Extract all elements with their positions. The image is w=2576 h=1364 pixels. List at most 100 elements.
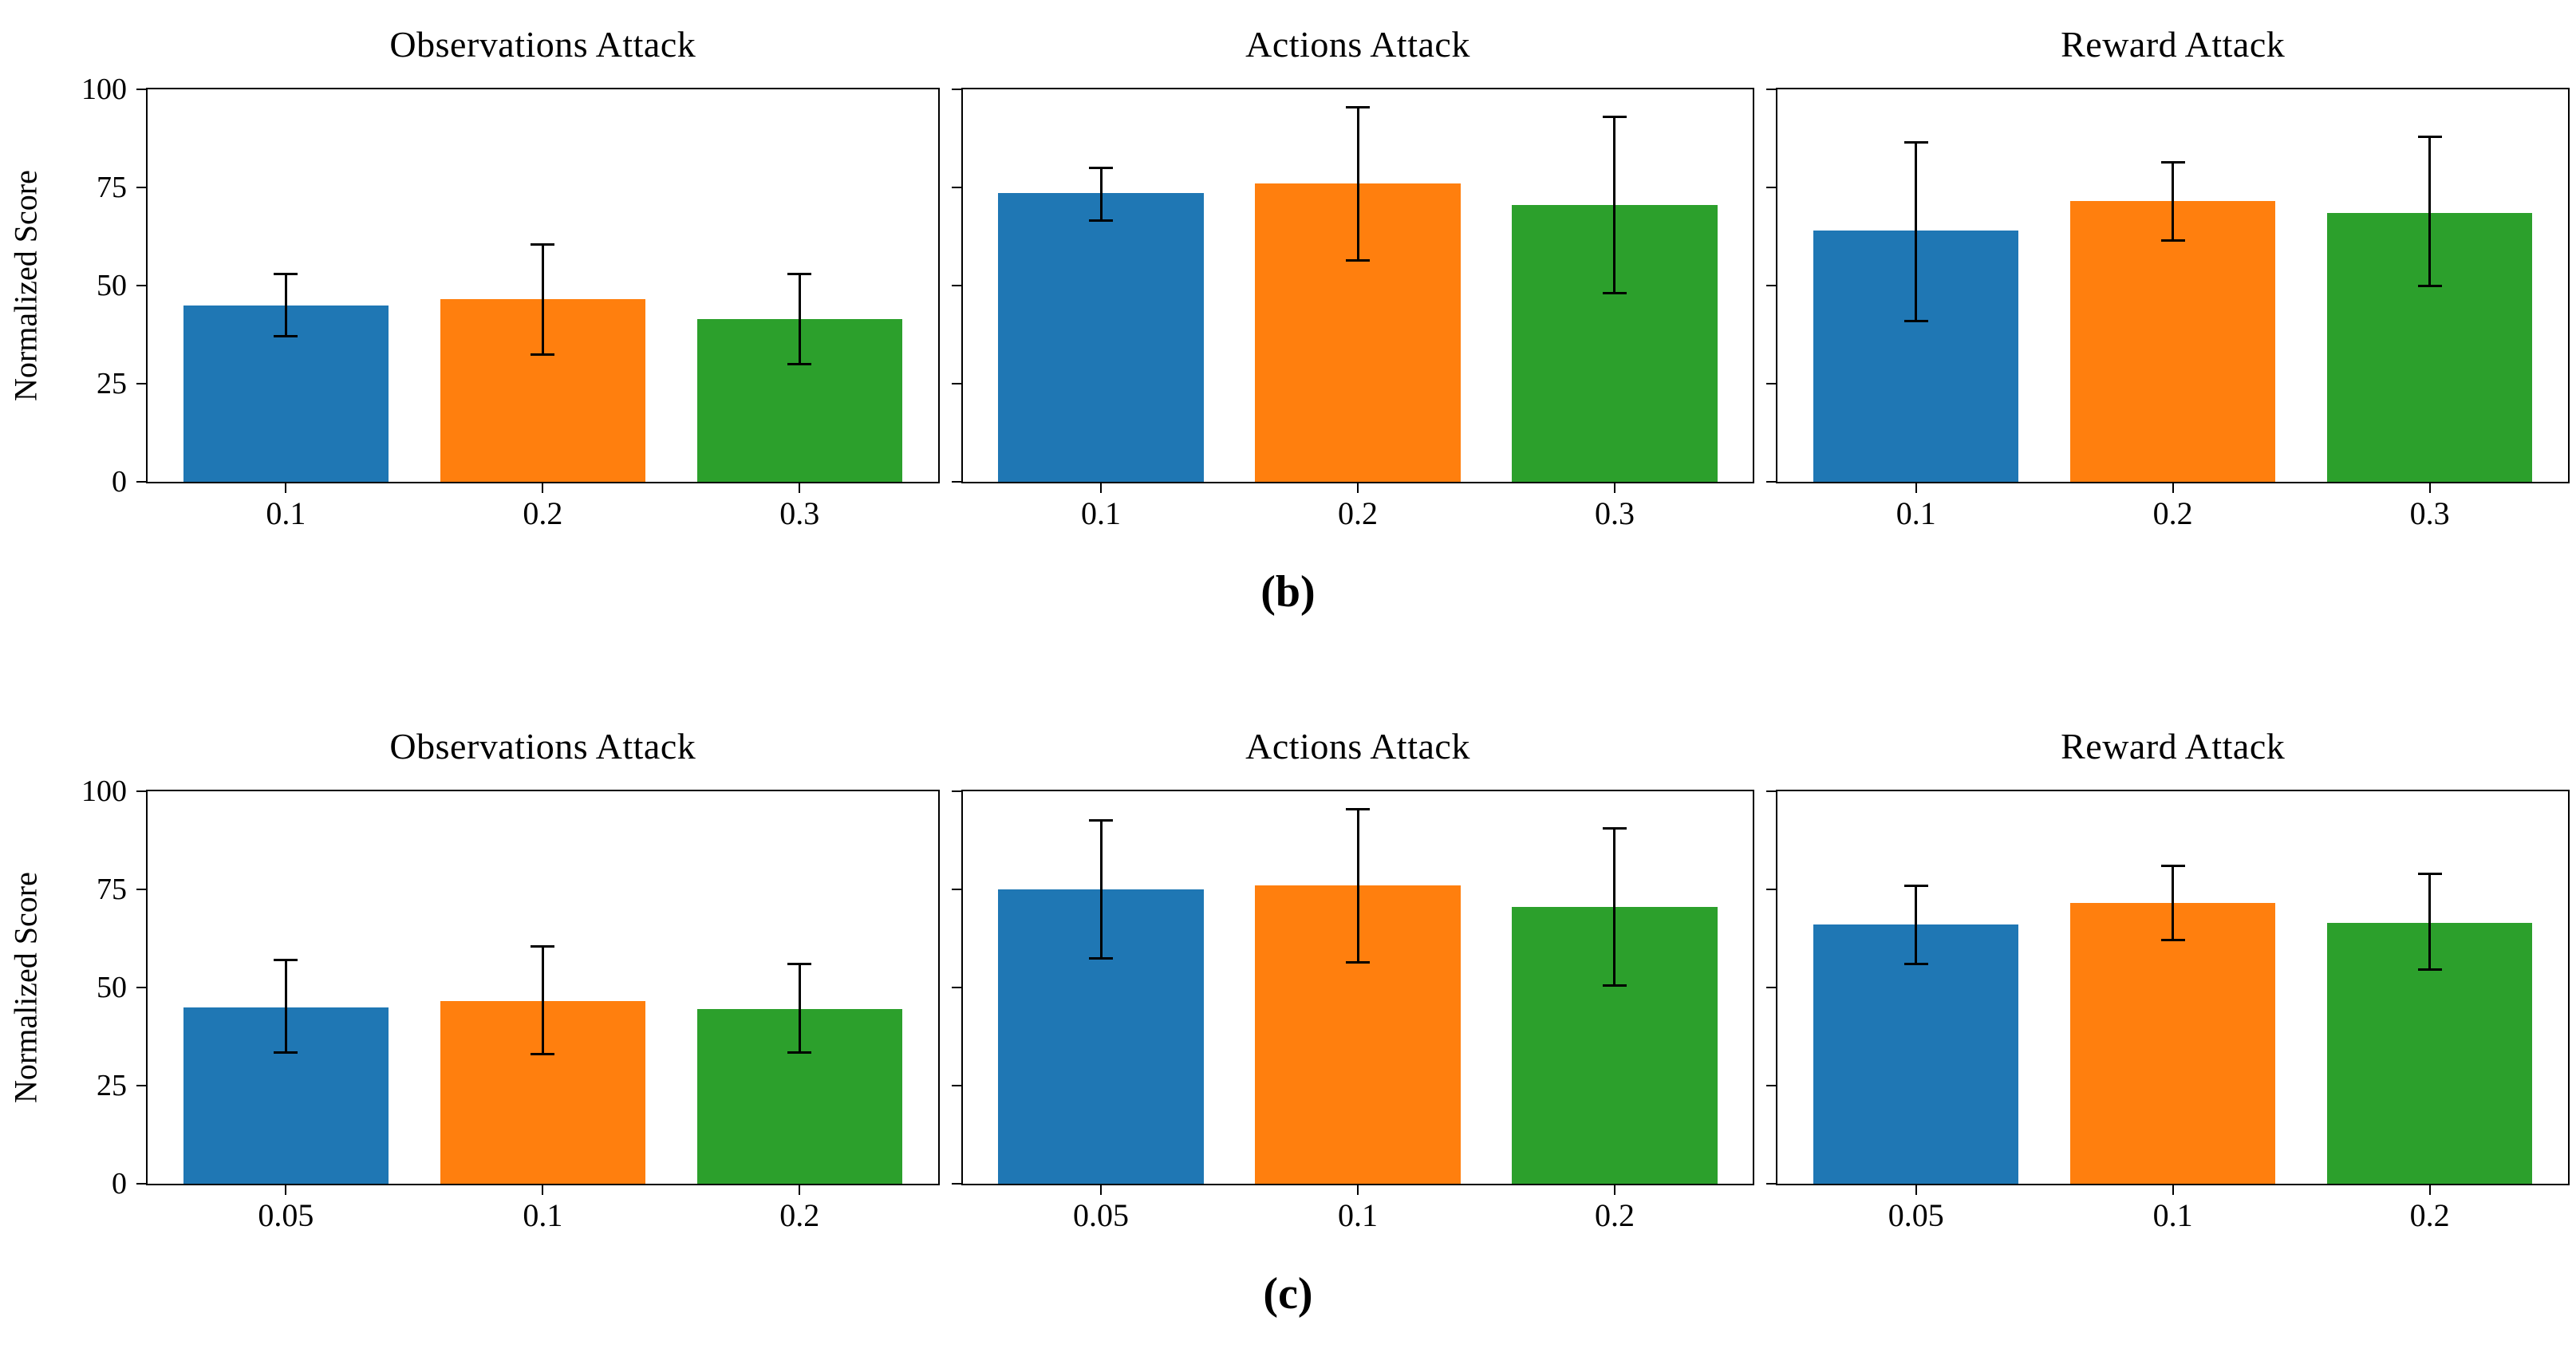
subplot-c-reward: Reward Attack 0.05 0.1 0.2: [1766, 702, 2570, 1232]
error-bar-cap: [1346, 105, 1370, 108]
x-tick-mark: [2172, 1184, 2174, 1195]
subplot-title: Reward Attack: [2061, 23, 2286, 65]
error-bar-cap: [1903, 884, 1928, 887]
error-bar-cap: [1346, 807, 1370, 810]
error-bar-cap: [1903, 319, 1928, 322]
y-tick-label: 100: [81, 775, 127, 808]
error-bar-line: [541, 946, 544, 1055]
x-tick-label: 0.1: [523, 1197, 563, 1233]
x-tick-mark: [542, 482, 544, 493]
x-tick-label: 0.2: [1594, 1197, 1635, 1233]
error-bar-cap: [787, 962, 812, 965]
y-tick-mark: [1766, 889, 1778, 890]
y-axis-label: Normalized Score: [7, 872, 44, 1103]
y-tick-label: 25: [97, 367, 127, 400]
x-tick-mark: [2172, 482, 2174, 493]
error-bar-cap: [2417, 872, 2442, 875]
error-bar-cap: [1903, 962, 1928, 965]
y-tick-mark: [951, 889, 963, 890]
x-tick-mark: [2428, 1184, 2431, 1195]
x-tick-mark: [1100, 482, 1103, 493]
y-tick-mark: [136, 285, 148, 286]
x-tick-label: 0.1: [266, 495, 306, 531]
x-tick-mark: [542, 1184, 544, 1195]
x-tick-label: 0.05: [1073, 1197, 1130, 1233]
x-tick-label: 0.05: [258, 1197, 314, 1233]
y-tick-mark: [136, 89, 148, 90]
y-tick-mark: [136, 481, 148, 483]
error-bar-line: [1613, 828, 1616, 986]
error-bar-line: [2428, 873, 2432, 970]
y-tick-mark: [1766, 187, 1778, 188]
error-bar-cap: [1602, 292, 1627, 295]
error-bar-cap: [2417, 968, 2442, 972]
x-tick-mark: [1357, 482, 1359, 493]
y-tick-label: 0: [112, 1167, 127, 1200]
y-tick-mark: [951, 89, 963, 90]
x-tick-label: 0.1: [1338, 1197, 1378, 1233]
x-tick-label: 0.1: [2152, 1197, 2193, 1233]
y-tick-label: 75: [97, 171, 127, 204]
y-tick-mark: [1766, 89, 1778, 90]
error-bar-line: [798, 274, 801, 365]
error-bar-cap: [1089, 956, 1114, 960]
x-tick-mark: [1613, 1184, 1615, 1195]
axes-c-reward: 0.05 0.1 0.2: [1766, 790, 2570, 1232]
y-tick-mark: [1766, 481, 1778, 483]
error-bar-cap: [274, 272, 298, 275]
error-bar-cap: [2160, 160, 2185, 164]
error-bar-line: [2172, 865, 2175, 940]
y-tick-label: 0: [112, 465, 127, 499]
x-tick-label: 0.2: [2152, 495, 2193, 531]
error-bar-line: [284, 960, 287, 1053]
y-tick-mark: [1766, 987, 1778, 988]
x-tick-mark: [1357, 1184, 1359, 1195]
error-bar-line: [284, 274, 287, 337]
y-tick-mark: [136, 1085, 148, 1086]
figure-row-b: Observations Attack Normalized Score 0.1…: [8, 23, 2570, 617]
error-bar-cap: [787, 272, 812, 275]
error-bar-cap: [1346, 258, 1370, 262]
y-tick-mark: [951, 187, 963, 188]
error-bar-cap: [2417, 135, 2442, 138]
error-bar-line: [1613, 116, 1616, 294]
subplot-c-observations: Observations Attack Normalized Score 0.0…: [8, 702, 940, 1232]
error-bar-cap: [531, 1053, 555, 1056]
x-tick-mark: [1100, 1184, 1103, 1195]
subplot-strip-c: Observations Attack Normalized Score 0.0…: [8, 702, 2570, 1232]
subplot-title: Reward Attack: [2061, 725, 2286, 767]
axes-b-observations: Normalized Score 0.1 0.2 0.3 0 25 50 75 100: [8, 74, 940, 530]
x-tick-label: 0.2: [1338, 495, 1378, 531]
x-tick-label: 0.2: [523, 495, 563, 531]
axes-c-actions: 0.05 0.1 0.2: [951, 790, 1755, 1232]
y-tick-mark: [951, 383, 963, 384]
axes-b-reward: 0.1 0.2 0.3: [1766, 88, 2570, 530]
y-tick-mark: [136, 187, 148, 188]
y-tick-mark: [951, 481, 963, 483]
y-tick-mark: [951, 987, 963, 988]
error-bar-cap: [2160, 239, 2185, 242]
error-bar-cap: [274, 1051, 298, 1054]
error-bar-line: [2172, 162, 2175, 241]
row-caption-b: (b): [1260, 567, 1316, 617]
x-tick-mark: [285, 1184, 287, 1195]
x-tick-mark: [799, 1184, 801, 1195]
x-tick-mark: [1613, 482, 1615, 493]
error-bar-cap: [1346, 960, 1370, 964]
subplot-title: Observations Attack: [389, 725, 696, 767]
y-tick-mark: [1766, 383, 1778, 384]
error-bar-line: [2428, 136, 2432, 286]
error-bar-cap: [1602, 984, 1627, 988]
bar-0.1: [998, 193, 1204, 482]
y-tick-mark: [136, 383, 148, 384]
axes-b-actions: 0.1 0.2 0.3: [951, 88, 1755, 530]
error-bar-line: [1915, 142, 1918, 321]
x-tick-label: 0.3: [1594, 495, 1635, 531]
subplot-c-actions: Actions Attack 0.05 0.1 0.2: [951, 702, 1755, 1232]
error-bar-cap: [1602, 115, 1627, 118]
error-bar-cap: [274, 959, 298, 962]
x-tick-mark: [799, 482, 801, 493]
x-tick-label: 0.1: [1896, 495, 1936, 531]
figure-row-c: Observations Attack Normalized Score 0.0…: [0, 682, 2576, 1364]
